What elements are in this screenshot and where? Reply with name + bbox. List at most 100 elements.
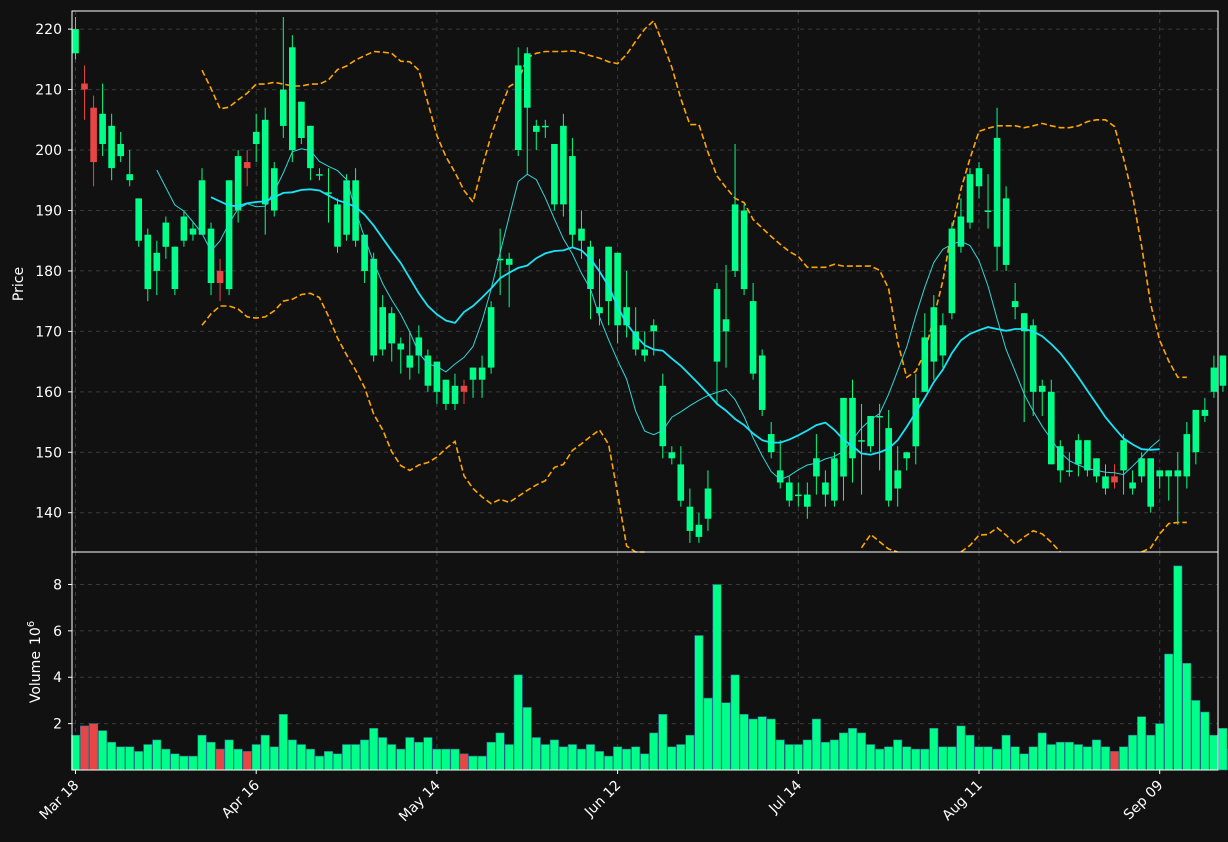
volume-bar	[1001, 734, 1011, 771]
candle	[243, 150, 251, 187]
candle	[551, 143, 558, 211]
candle-body	[993, 137, 1001, 247]
candle	[514, 47, 522, 157]
candle-body	[804, 494, 811, 507]
candle	[397, 337, 405, 374]
volume-bar	[1101, 746, 1111, 771]
volume-bar	[540, 744, 550, 771]
candle	[505, 252, 513, 308]
candle-body	[822, 482, 829, 495]
volume-bar	[71, 734, 81, 771]
candle	[1038, 379, 1046, 416]
candle-body	[596, 307, 603, 314]
candle-body	[1201, 409, 1209, 416]
volume-bar	[938, 746, 948, 771]
volume-bar	[242, 751, 252, 771]
price-tick-label: 210	[35, 83, 62, 99]
volume-bar	[314, 755, 324, 771]
candle	[261, 107, 269, 235]
candle-body	[831, 458, 838, 501]
candle-body	[216, 270, 224, 283]
candle-body	[542, 125, 549, 128]
candle	[117, 131, 124, 163]
candle-body	[578, 228, 585, 241]
volume-y-ticks: 2 4 6 8	[53, 577, 72, 733]
candle-body	[316, 174, 323, 176]
lower-band-line	[960, 526, 1061, 553]
volume-bar	[414, 741, 424, 771]
volume-bar	[1010, 746, 1020, 771]
volume-bar	[1082, 746, 1092, 771]
volume-bar	[558, 746, 568, 771]
candle-body	[903, 452, 910, 459]
candle	[334, 198, 341, 253]
candle	[189, 222, 197, 241]
volume-bar	[1073, 744, 1083, 771]
volume-bar	[1119, 746, 1129, 771]
candle-body	[686, 506, 694, 531]
volume-bar	[504, 744, 514, 771]
lower-band-line	[1141, 521, 1187, 553]
price-axis-label: Price	[11, 267, 27, 301]
candle-body	[740, 210, 748, 290]
volume-bar	[351, 744, 361, 771]
candle	[695, 512, 703, 543]
price-tick-label: 190	[35, 203, 62, 219]
candle	[298, 101, 305, 144]
candle	[1120, 434, 1127, 495]
candle	[786, 476, 793, 507]
volume-bar	[1137, 716, 1147, 771]
candle-body	[786, 482, 793, 501]
upper-band-line	[201, 19, 1187, 379]
candle-body	[858, 440, 865, 442]
volume-bar	[251, 744, 261, 771]
candle	[451, 373, 459, 410]
candle-body	[162, 222, 170, 247]
candle-body	[921, 337, 929, 392]
volume-bar	[793, 744, 803, 771]
candle	[207, 222, 215, 296]
candle	[216, 258, 224, 302]
candle	[469, 367, 477, 398]
candle-body	[72, 29, 79, 54]
candle	[343, 174, 350, 241]
candle	[162, 216, 170, 259]
volume-bar	[161, 748, 171, 771]
candle	[225, 180, 233, 296]
candle-body	[442, 379, 450, 404]
volume-grid	[72, 552, 1218, 770]
volume-bar	[856, 732, 866, 771]
price-tick-label: 170	[35, 324, 62, 340]
candle	[587, 240, 594, 320]
volume-bar	[721, 702, 731, 771]
candle	[180, 210, 188, 247]
candle	[948, 222, 956, 320]
candle	[316, 168, 323, 181]
candle-body	[1210, 367, 1218, 392]
volume-bar	[405, 737, 415, 771]
candle	[740, 204, 748, 296]
volume-bar	[983, 746, 993, 771]
candle	[822, 470, 829, 507]
candle	[1020, 313, 1028, 423]
candle	[1057, 440, 1064, 483]
volume-bar	[323, 751, 333, 771]
candle-body	[207, 228, 215, 283]
candle	[198, 168, 206, 235]
volume-bar	[576, 748, 586, 771]
volume-bar	[125, 746, 135, 771]
volume-bar	[1055, 741, 1065, 771]
candle	[840, 397, 847, 501]
volume-tick-label: 6	[53, 624, 62, 640]
candle-body	[1165, 470, 1172, 477]
volume-bar	[179, 755, 189, 771]
volume-bar	[631, 746, 641, 771]
lower-band-line	[860, 533, 898, 553]
candle	[1219, 355, 1227, 392]
candle	[1147, 458, 1154, 513]
volume-bar	[1191, 700, 1201, 771]
volume-bar	[1173, 565, 1183, 771]
volume-bar	[847, 727, 857, 771]
candle-body	[1183, 434, 1191, 477]
volume-bar	[1110, 751, 1120, 771]
